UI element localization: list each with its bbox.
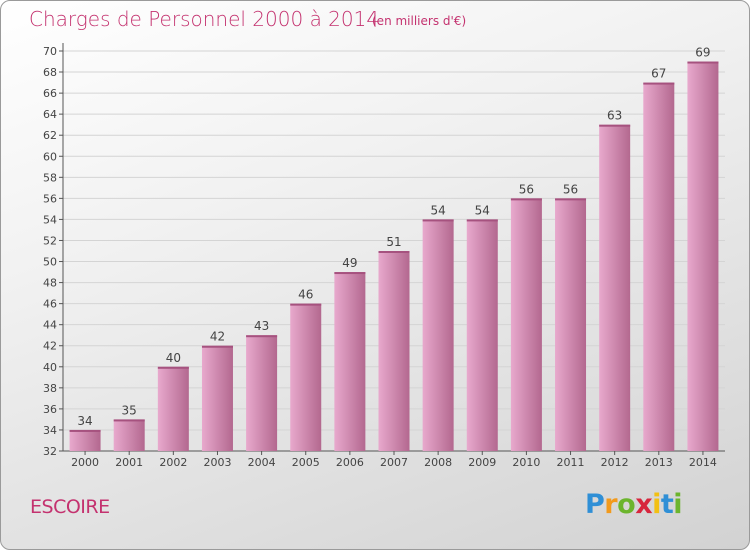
x-tick-label: 2011 (557, 456, 585, 469)
bar-top (643, 82, 675, 85)
bar-value-label: 63 (607, 109, 622, 123)
bar (246, 335, 278, 451)
x-tick-label: 2013 (645, 456, 673, 469)
y-tick-label: 34 (43, 424, 57, 437)
logo-letter: x (635, 489, 653, 520)
bar-value-label: 51 (386, 235, 401, 249)
x-tick-label: 2000 (71, 456, 99, 469)
bar-value-label: 69 (695, 46, 710, 60)
y-tick-label: 36 (43, 403, 57, 416)
town-name: ESCOIRE (30, 496, 110, 518)
bar-value-label: 42 (210, 330, 225, 344)
x-tick-label: 2005 (292, 456, 320, 469)
logo-letter: r (604, 489, 618, 520)
bar (643, 82, 675, 451)
x-tick-label: 2006 (336, 456, 364, 469)
y-tick-label: 38 (43, 382, 57, 395)
y-tick-label: 56 (43, 192, 57, 205)
bar-value-label: 54 (430, 203, 445, 217)
bar-value-label: 34 (77, 414, 92, 428)
bar-value-label: 67 (651, 67, 666, 81)
bar-top (378, 251, 410, 253)
y-tick-label: 68 (43, 66, 57, 79)
bar-value-label: 46 (298, 288, 313, 302)
bar-series: 34 35 40 42 43 46 49 51 54 54 56 56 63 67 69 (69, 46, 719, 452)
y-tick-label: 52 (43, 234, 57, 247)
y-tick-label: 70 (43, 45, 57, 58)
x-tick-label: 2012 (601, 456, 629, 469)
bar-top (555, 198, 587, 201)
bar-top (334, 272, 366, 275)
x-tick-label: 2010 (512, 456, 540, 469)
x-axis-ticks: 2000 2001 2002 2003 2004 2005 2006 2007 2008 2009… (71, 451, 717, 469)
bar-value-label: 43 (254, 319, 269, 333)
bar-top (157, 366, 189, 369)
x-tick-label: 2001 (115, 456, 143, 469)
bar-top (290, 303, 322, 306)
logo-letter: o (617, 489, 636, 520)
logo-letter: P (585, 489, 605, 520)
bar (113, 419, 145, 451)
bar (201, 345, 233, 451)
y-axis-ticks: 32 34 36 38 40 42 44 46 48 50 52 54 56 58 60 62 64 66 68 70 (43, 45, 63, 458)
y-tick-label: 50 (43, 256, 57, 269)
bar (69, 429, 101, 451)
bar-value-label: 54 (475, 203, 490, 217)
y-tick-label: 46 (43, 298, 57, 311)
logo-letter: i (673, 489, 683, 520)
bar (157, 366, 189, 451)
bar-top (201, 345, 233, 348)
x-tick-label: 2007 (380, 456, 408, 469)
x-tick-label: 2014 (689, 456, 717, 469)
bar-value-label: 40 (166, 351, 181, 365)
bar (599, 124, 631, 452)
y-tick-label: 48 (43, 277, 57, 290)
bar-value-label: 56 (563, 182, 578, 196)
bar (290, 303, 322, 451)
y-tick-label: 60 (43, 150, 57, 163)
chart-title: Charges de Personnel 2000 à 2014 (29, 7, 380, 31)
x-tick-label: 2008 (424, 456, 452, 469)
bar (422, 219, 454, 451)
bar-top (510, 198, 542, 201)
chart-unit: (en milliers d'€) (372, 14, 467, 28)
x-tick-label: 2002 (159, 456, 187, 469)
bar (555, 198, 587, 451)
bar (378, 251, 410, 451)
bar (510, 198, 542, 451)
y-tick-label: 32 (43, 445, 57, 458)
bar-top (599, 124, 631, 127)
x-tick-label: 2004 (248, 456, 276, 469)
x-tick-label: 2009 (468, 456, 496, 469)
bar-top (687, 61, 719, 64)
y-tick-label: 44 (43, 319, 57, 332)
bar (687, 61, 719, 452)
logo-letter: i (652, 489, 661, 520)
y-tick-label: 54 (43, 213, 57, 226)
y-tick-label: 66 (43, 87, 57, 100)
bar-top (422, 219, 454, 222)
y-tick-label: 40 (43, 361, 57, 374)
bar-top (69, 429, 101, 432)
bar-top (246, 335, 278, 338)
bar-value-label: 56 (519, 182, 534, 196)
bar-value-label: 49 (342, 256, 357, 270)
bar-top (113, 419, 145, 422)
bar-value-label: 35 (122, 403, 137, 417)
y-tick-label: 58 (43, 171, 57, 184)
logo-letter: t (660, 489, 674, 520)
y-tick-label: 42 (43, 340, 57, 353)
bar (466, 219, 498, 451)
x-tick-label: 2003 (203, 456, 231, 469)
bar (334, 272, 366, 451)
y-tick-label: 64 (43, 108, 57, 121)
proxiti-logo: Proxiti (585, 489, 683, 520)
bar-top (466, 219, 498, 222)
y-tick-label: 62 (43, 129, 57, 142)
